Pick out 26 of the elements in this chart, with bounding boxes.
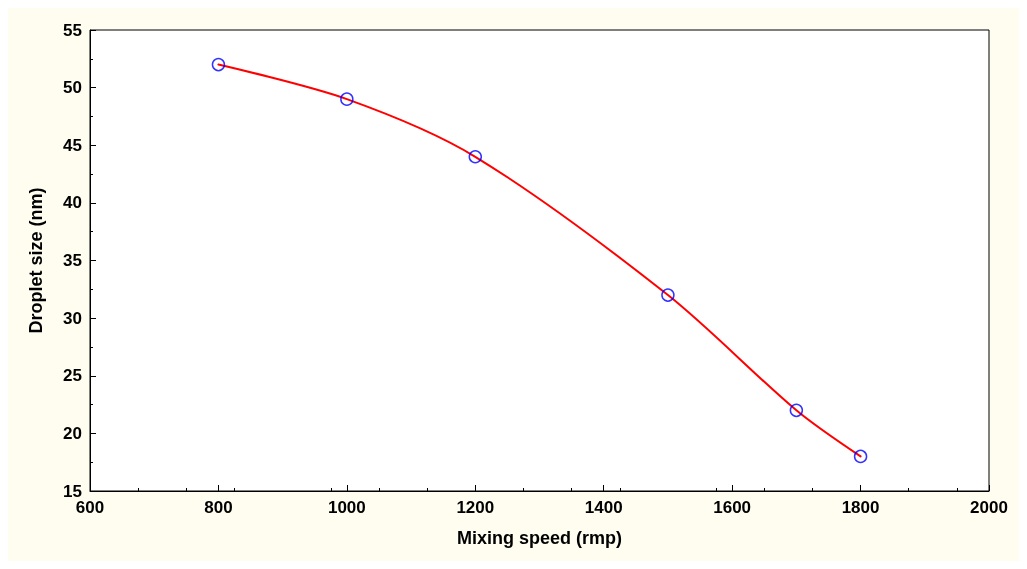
x-tick-label: 1400 xyxy=(584,498,623,517)
x-tick-label: 1800 xyxy=(841,498,880,517)
y-tick-label: 55 xyxy=(63,20,82,40)
y-tick-label: 50 xyxy=(63,78,82,98)
point xyxy=(340,92,354,106)
y-axis-title: Droplet size (nm) xyxy=(26,187,46,334)
x-tick-label: 1000 xyxy=(327,498,366,517)
x-axis-title: Mixing speed (rmp) xyxy=(456,528,623,548)
point xyxy=(853,449,868,464)
y-tick-label: 40 xyxy=(63,193,82,213)
x-tick-label: 600 xyxy=(75,498,105,517)
x-tick-label: 2000 xyxy=(970,498,1008,517)
y-tick-label: 20 xyxy=(63,423,82,443)
x-tick-label: 1200 xyxy=(456,498,495,517)
y-tick-label: 35 xyxy=(63,251,82,270)
x-tick-label: 800 xyxy=(204,498,233,517)
y-tick-label: 25 xyxy=(63,366,82,386)
y-tick-label: 15 xyxy=(63,481,82,501)
point xyxy=(468,150,483,164)
point xyxy=(211,57,226,72)
y-tick-label: 45 xyxy=(63,135,82,155)
x-tick-label: 1600 xyxy=(713,498,752,517)
point xyxy=(661,288,675,302)
point xyxy=(789,403,804,418)
y-tick-label: 30 xyxy=(63,308,82,328)
line-series xyxy=(217,63,862,458)
